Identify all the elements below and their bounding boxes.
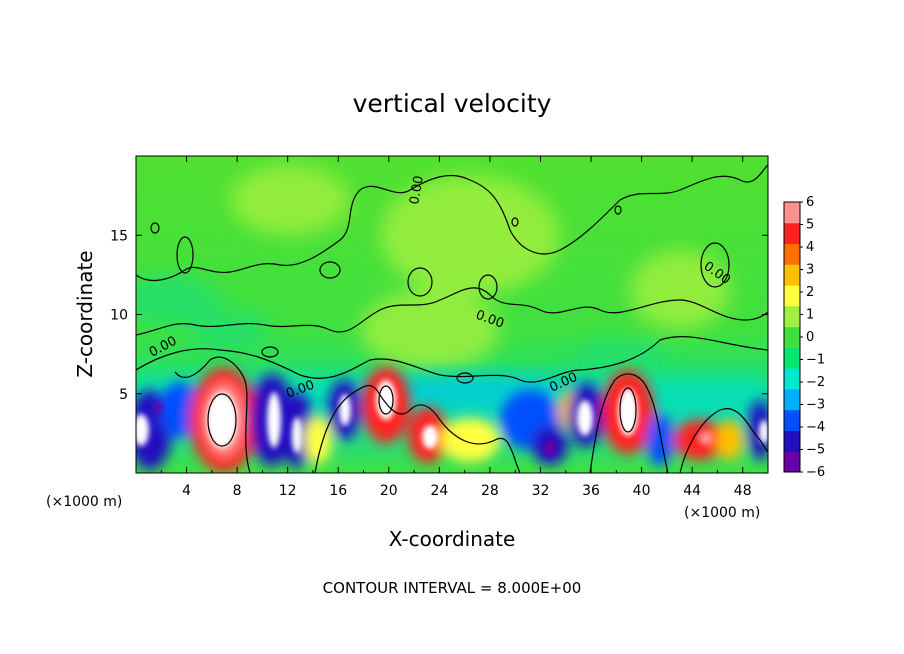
contour-island-5	[700, 242, 730, 288]
colorbar-swatch	[784, 388, 800, 411]
colorbar-swatch	[784, 347, 800, 369]
colorbar-label: −1	[806, 353, 825, 368]
x-tick-label: 40	[633, 483, 651, 499]
contour-island-6	[150, 222, 160, 234]
contour-island-9	[261, 346, 279, 358]
contour-zero-upper	[136, 164, 768, 282]
x-tick-label: 4	[182, 483, 191, 499]
x-tick-label: 24	[430, 483, 448, 499]
contour-island-7	[511, 217, 519, 227]
contour-zero-right	[679, 407, 768, 473]
colorbar-label: 3	[806, 263, 814, 278]
contour-island-8	[614, 205, 622, 215]
y-tick-label: 15	[110, 228, 128, 244]
contour-interval-note: CONTOUR INTERVAL = 8.000E+00	[323, 579, 582, 597]
colorbar-swatch	[784, 409, 800, 431]
colorbar-swatch	[784, 243, 800, 265]
colorbar-label: 4	[806, 240, 814, 255]
colorbar-swatch	[784, 264, 800, 286]
colorbar-swatch	[784, 326, 800, 348]
x-tick-label: 36	[582, 483, 600, 499]
contour-zero-lowermid	[314, 385, 521, 473]
colorbar-label: −2	[806, 375, 825, 390]
colorbar-label: 5	[806, 218, 814, 233]
chart-title: vertical velocity	[353, 89, 552, 118]
colorbar-swatch	[784, 368, 800, 390]
contour-zero-main	[136, 336, 768, 383]
colorbar-swatch	[784, 451, 800, 473]
x-tick-label: 28	[481, 483, 499, 499]
contour-zero-lowerleft	[174, 356, 251, 473]
contour-core-3	[378, 385, 394, 415]
colorbar-swatch	[784, 202, 800, 224]
contour-island-4	[407, 267, 433, 297]
colorbar-label: −3	[806, 398, 825, 413]
x-tick-label: 32	[532, 483, 550, 499]
y-unit-label: (×1000 m)	[46, 494, 122, 510]
y-tick-label: 10	[110, 308, 128, 324]
colorbar-label: −4	[806, 420, 825, 435]
colorbar-label: 1	[806, 308, 814, 323]
x-tick-label: 12	[279, 483, 297, 499]
upper-field-patches	[136, 165, 730, 380]
colorbar-label: −5	[806, 443, 825, 458]
contour-core-1	[207, 393, 237, 447]
contour-island-10	[456, 372, 474, 384]
x-axis: 4 8 12 16 20 24 28 32 36 40 44 48	[160, 156, 752, 499]
colorbar-label: 6	[806, 195, 814, 210]
plot-area: 0.00 0.00 0.00 0.00 0.00 0.00	[136, 156, 768, 473]
contour-zero-mid	[136, 287, 768, 336]
contour-label: 0.00	[407, 175, 427, 206]
y-tick-label: 5	[119, 387, 128, 403]
colorbar-swatch	[784, 285, 800, 307]
x-tick-label: 20	[380, 483, 398, 499]
colorbar-swatch	[784, 222, 800, 245]
contour-island-1	[176, 236, 194, 274]
x-tick-label: 48	[734, 483, 752, 499]
x-tick-label: 44	[683, 483, 701, 499]
x-axis-label: X-coordinate	[389, 527, 516, 551]
x-unit-label: (×1000 m)	[684, 505, 760, 521]
contour-lines	[136, 164, 768, 473]
contour-island-3	[478, 274, 498, 300]
colorbar-swatch	[784, 305, 800, 328]
y-axis-label: Z-coordinate	[73, 250, 97, 377]
colorbar: 6 5 4 3 2 1 0 −1 −2 −3 −4 −5 −6	[783, 195, 825, 480]
y-axis: 5 10 15	[110, 228, 768, 403]
contour-core-2	[619, 387, 637, 433]
colorbar-swatch	[784, 430, 800, 452]
colorbar-label: −6	[806, 465, 825, 480]
x-tick-label: 16	[329, 483, 347, 499]
contour-zero-lowerright	[589, 373, 669, 473]
colorbar-label: 0	[806, 330, 814, 345]
contour-island-2	[319, 261, 341, 279]
x-tick-label: 8	[233, 483, 242, 499]
colorbar-label: 2	[806, 285, 814, 300]
